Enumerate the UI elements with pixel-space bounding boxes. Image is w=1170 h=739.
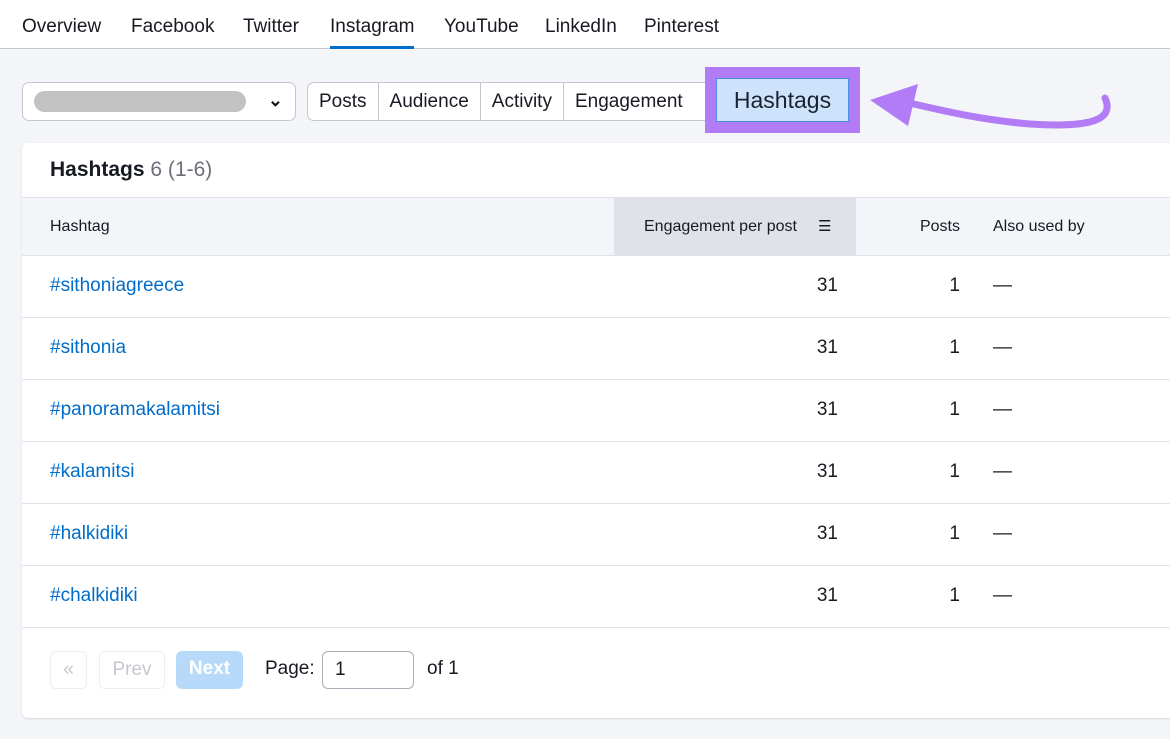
table-row: #sithonia 31 1 — — [22, 318, 1170, 380]
highlight-box: Hashtags — [705, 67, 860, 133]
hashtag-link[interactable]: #sithonia — [50, 337, 127, 358]
col-engagement[interactable]: Engagement per post — [644, 218, 797, 235]
also-used-by-value: — — [993, 523, 1012, 544]
title-text: Hashtags — [50, 158, 145, 181]
prev-button[interactable]: Prev — [99, 651, 165, 689]
posts-value: 1 — [949, 461, 960, 482]
tab-linkedin[interactable]: LinkedIn — [545, 16, 617, 37]
col-posts[interactable]: Posts — [919, 218, 960, 235]
engagement-value: 31 — [816, 337, 838, 358]
engagement-value: 31 — [816, 275, 838, 296]
first-page-button[interactable]: « — [50, 651, 87, 689]
tab-facebook[interactable]: Facebook — [131, 16, 215, 37]
engagement-value: 31 — [816, 399, 838, 420]
page-total: of 1 — [427, 658, 459, 679]
posts-value: 1 — [949, 275, 960, 296]
col-hashtag[interactable]: Hashtag — [50, 218, 110, 235]
hashtags-card: Hashtags 6 (1-6) Hashtag Engagement per … — [22, 143, 1170, 718]
redacted-profile-name — [34, 91, 246, 112]
segment-activity[interactable]: Activity — [481, 83, 564, 120]
sorted-column-bg — [614, 198, 856, 256]
table-row: #chalkidiki 31 1 — — [22, 566, 1170, 628]
hashtag-link[interactable]: #sithoniagreece — [50, 275, 185, 296]
table-header: Hashtag Engagement per post ☰ Posts Also… — [22, 197, 1170, 256]
table-row: #sithoniagreece 31 1 — — [22, 256, 1170, 318]
top-nav: Overview Facebook Twitter Instagram YouT… — [0, 0, 1170, 49]
tab-twitter[interactable]: Twitter — [243, 16, 299, 37]
hashtag-link[interactable]: #halkidiki — [50, 523, 129, 544]
posts-value: 1 — [949, 585, 960, 606]
profile-select[interactable]: ⌄ — [22, 82, 296, 121]
engagement-value: 31 — [816, 461, 838, 482]
also-used-by-value: — — [993, 585, 1012, 606]
also-used-by-value: — — [993, 461, 1012, 482]
engagement-value: 31 — [816, 585, 838, 606]
pointer-arrow-icon — [870, 84, 1111, 129]
segment-engagement[interactable]: Engagement — [574, 91, 683, 112]
col-also-used-by[interactable]: Also used by — [993, 218, 1085, 235]
posts-value: 1 — [949, 523, 960, 544]
hashtag-count: 6 — [150, 158, 163, 181]
hashtag-link[interactable]: #panoramakalamitsi — [50, 399, 221, 420]
segment-audience[interactable]: Audience — [379, 83, 481, 120]
tab-instagram[interactable]: Instagram — [330, 16, 415, 49]
posts-value: 1 — [949, 337, 960, 358]
chevron-down-icon: ⌄ — [267, 90, 283, 110]
segment-hashtags[interactable]: Hashtags — [716, 78, 849, 122]
next-button[interactable]: Next — [176, 651, 243, 689]
also-used-by-value: — — [993, 399, 1012, 420]
page-input[interactable]: 1 — [322, 651, 414, 689]
hashtag-link[interactable]: #kalamitsi — [50, 461, 135, 482]
posts-value: 1 — [949, 399, 960, 420]
also-used-by-value: — — [993, 275, 1012, 296]
page-label: Page: — [265, 658, 315, 679]
section-segmented-control: Posts Audience Activity Engagement — [307, 82, 714, 121]
tab-overview[interactable]: Overview — [22, 16, 102, 37]
table-row: #halkidiki 31 1 — — [22, 504, 1170, 566]
also-used-by-value: — — [993, 337, 1012, 358]
card-title: Hashtags 6 (1-6) — [50, 158, 212, 182]
hashtag-range: (1-6) — [167, 158, 213, 181]
tab-pinterest[interactable]: Pinterest — [644, 16, 719, 37]
segment-posts[interactable]: Posts — [308, 83, 379, 120]
sort-icon[interactable]: ☰ — [818, 218, 832, 235]
hashtag-link[interactable]: #chalkidiki — [50, 585, 138, 606]
engagement-value: 31 — [816, 523, 838, 544]
table-row: #panoramakalamitsi 31 1 — — [22, 380, 1170, 442]
table-row: #kalamitsi 31 1 — — [22, 442, 1170, 504]
tab-youtube[interactable]: YouTube — [444, 16, 519, 37]
